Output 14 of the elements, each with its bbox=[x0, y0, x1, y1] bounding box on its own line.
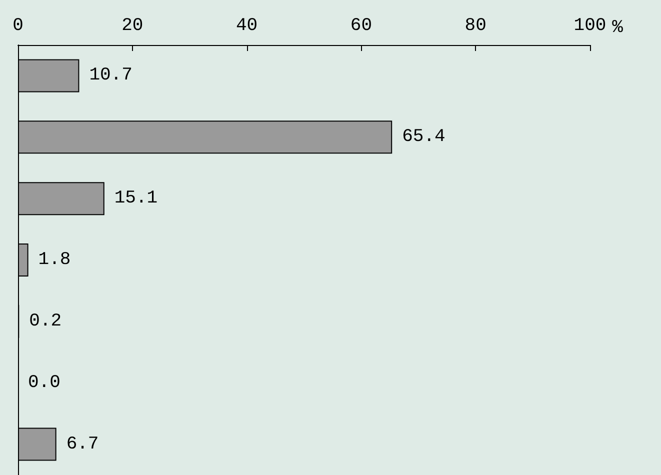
x-tick-label: 60 bbox=[350, 16, 372, 36]
data-label: 65.4 bbox=[402, 127, 446, 148]
data-label: 6.7 bbox=[66, 434, 99, 454]
x-tick-label: 0 bbox=[12, 16, 24, 36]
data-label: 0.0 bbox=[28, 372, 60, 393]
data-label: 15.1 bbox=[114, 188, 158, 209]
x-axis-title: % bbox=[612, 18, 624, 38]
data-label: 1.8 bbox=[38, 250, 71, 270]
x-tick-label: 20 bbox=[122, 16, 144, 36]
x-tick-label: 40 bbox=[236, 16, 258, 36]
x-tick-label: 100 bbox=[574, 16, 606, 36]
data-label: 0.2 bbox=[29, 311, 62, 332]
x-tick-label: 80 bbox=[464, 16, 486, 36]
data-label: 10.7 bbox=[89, 66, 132, 86]
